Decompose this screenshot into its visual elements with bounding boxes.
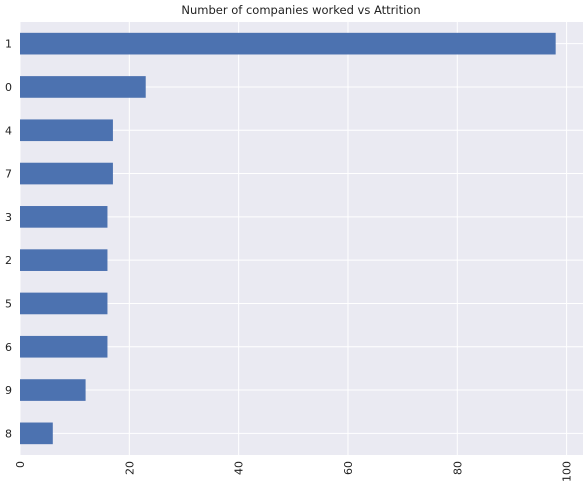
y-tick-label: 7 xyxy=(5,168,12,181)
x-tick-labels: 0 20 40 60 80 100 xyxy=(14,461,574,482)
y-tick-label: 9 xyxy=(5,384,12,397)
bar-6 xyxy=(20,335,108,358)
x-tick-label: 40 xyxy=(233,461,246,475)
y-tick-label: 3 xyxy=(5,211,12,224)
x-tick-label: 20 xyxy=(123,461,136,475)
y-tick-label: 1 xyxy=(5,38,12,51)
x-tick-label: 60 xyxy=(342,461,355,475)
bars xyxy=(20,32,556,445)
x-tick-label: 80 xyxy=(451,461,464,475)
y-tick-label: 4 xyxy=(5,124,12,137)
bar-1 xyxy=(20,32,556,55)
bar-5 xyxy=(20,292,108,315)
y-tick-label: 8 xyxy=(5,427,12,440)
bar-7 xyxy=(20,162,113,185)
bar-8 xyxy=(20,422,53,445)
chart-title: Number of companies worked vs Attrition xyxy=(181,3,420,17)
bar-2 xyxy=(20,249,108,271)
y-tick-labels: 1 0 4 7 3 2 5 6 9 8 xyxy=(5,38,12,441)
bar-0 xyxy=(20,76,146,98)
y-tick-label: 0 xyxy=(5,81,12,94)
bar-9 xyxy=(20,379,86,401)
y-tick-label: 6 xyxy=(5,341,12,354)
y-tick-label: 2 xyxy=(5,254,12,267)
y-tick-label: 5 xyxy=(5,297,12,310)
bar-4 xyxy=(20,119,113,142)
x-tick-label: 100 xyxy=(561,461,574,482)
x-tick-label: 0 xyxy=(14,461,27,468)
bar-3 xyxy=(20,206,108,228)
